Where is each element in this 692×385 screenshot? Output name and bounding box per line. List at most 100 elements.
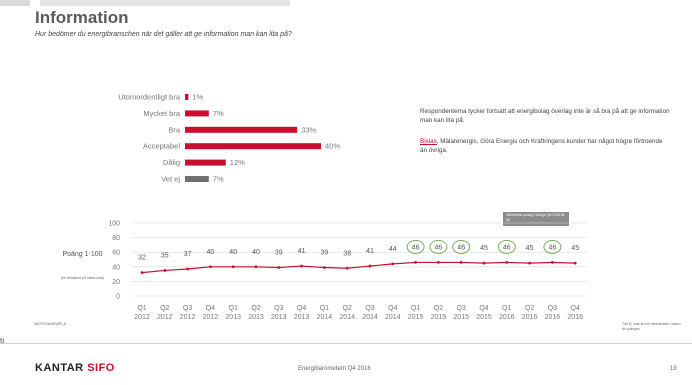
bar [185, 110, 209, 117]
data-label: 46 [412, 244, 420, 251]
x-tick-quarter: Q1 [411, 305, 420, 312]
side-tab-fragment: ti [0, 338, 5, 345]
bar-category-label: Dålig [163, 158, 180, 167]
x-tick-year: 2013 [225, 314, 241, 321]
bar-value-label: 40% [325, 142, 340, 151]
bar-category-label: Vet ej [161, 175, 180, 184]
data-label: 45 [480, 245, 488, 252]
data-label: 35 [161, 252, 169, 259]
score-line [141, 261, 576, 274]
y-tick-label: 80 [112, 235, 120, 242]
data-label: 39 [275, 250, 283, 257]
highlight-circle [452, 239, 471, 254]
x-tick-quarter: Q2 [160, 305, 169, 312]
data-label: 40 [207, 249, 215, 256]
data-point [209, 265, 212, 269]
x-tick-year: 2016 [545, 314, 561, 321]
footnote-left: MATRIX/ANSVAR_8 [34, 322, 66, 326]
data-point [254, 265, 258, 269]
data-point [459, 261, 463, 264]
x-tick-year: 2012 [157, 314, 173, 321]
bar [185, 126, 298, 133]
bar-value-label: 1% [192, 93, 203, 102]
bar [185, 176, 209, 182]
bar-value-label: 7% [213, 175, 224, 184]
data-label: 40 [252, 249, 260, 256]
x-tick-quarter: Q2 [525, 305, 534, 312]
data-point [231, 265, 235, 269]
bar-value-label: 33% [301, 125, 316, 134]
x-tick-year: 2014 [362, 314, 378, 321]
highlight-circle [429, 239, 448, 254]
x-tick-quarter: Q3 [548, 305, 557, 312]
data-point [391, 262, 395, 266]
bar [185, 159, 226, 166]
data-label: 46 [549, 244, 557, 251]
data-point [368, 264, 372, 268]
data-label: 37 [184, 251, 192, 258]
x-tick-year: 2015 [408, 314, 424, 321]
x-tick-year: 2014 [385, 314, 401, 321]
data-label: 45 [571, 245, 579, 252]
bar-category-label: Acceptabel [143, 142, 180, 151]
x-tick-year: 2014 [339, 314, 355, 321]
bar-category-label: Utomordentligt bra [118, 93, 181, 102]
bar-category-label: Mycket bra [143, 109, 181, 118]
line-chart-y-label: Poäng 1-100 [62, 251, 103, 258]
data-label: 44 [389, 246, 397, 253]
x-tick-year: 2012 [134, 314, 150, 321]
page-subtitle: Hur bedömer du energibranschen när det g… [35, 31, 292, 38]
x-tick-quarter: Q4 [571, 305, 580, 312]
data-label: 41 [366, 248, 374, 255]
y-tick-label: 60 [112, 250, 120, 257]
x-tick-quarter: Q3 [457, 305, 466, 312]
norway-comparison-callout: Jämförbar poäng i Norge Q3 2016 är 56 [503, 212, 569, 226]
x-tick-year: 2015 [431, 314, 447, 321]
data-point [505, 261, 509, 264]
line-chart-y-note: (se definition på nästa sida) [61, 276, 104, 280]
data-point [482, 261, 486, 265]
data-point [573, 261, 577, 265]
y-tick-label: 40 [112, 264, 120, 271]
data-label: 46 [503, 244, 511, 251]
bar-category-label: Bra [168, 125, 181, 134]
data-point [345, 266, 349, 270]
y-tick-label: 0 [116, 294, 120, 301]
highlight-circle [497, 239, 516, 254]
comment-paragraph-2: Bixias, Mälarenergis, Göra Energis och K… [420, 137, 670, 155]
highlight-circle [543, 239, 562, 254]
comment-text-1: Respondenterna tycker fortsatt att energ… [420, 108, 670, 125]
y-tick-label: 20 [112, 279, 120, 286]
data-point [186, 267, 190, 271]
brand-kantar: KANTAR [35, 362, 84, 374]
x-tick-year: 2016 [567, 314, 583, 321]
bar-value-label: 7% [213, 109, 224, 118]
footer-divider [0, 343, 692, 344]
x-tick-year: 2012 [180, 314, 196, 321]
x-tick-year: 2014 [317, 314, 333, 321]
background-strip [0, 0, 30, 6]
data-label: 39 [321, 250, 329, 257]
data-point [551, 261, 554, 264]
x-tick-quarter: Q1 [229, 305, 238, 312]
x-tick-year: 2012 [203, 314, 219, 321]
x-tick-quarter: Q3 [274, 305, 283, 312]
x-tick-year: 2013 [248, 314, 264, 321]
data-label: 46 [457, 244, 465, 251]
data-point [437, 261, 440, 264]
x-tick-year: 2015 [476, 314, 492, 321]
kantar-sifo-logo: KANTAR SIFO [35, 362, 115, 374]
comment-text-2: Bixias, Mälarenergis, Göra Energis och K… [420, 137, 670, 155]
x-tick-year: 2013 [294, 314, 310, 321]
data-point [277, 266, 281, 269]
comment-rest: , Mälarenergis, Göra Energis och Kraftri… [420, 138, 663, 155]
comment-paragraph-1: Respondenterna tycker fortsatt att energ… [420, 107, 670, 125]
bar [185, 94, 189, 100]
x-tick-quarter: Q3 [183, 305, 192, 312]
page-title: Information [35, 8, 129, 27]
x-tick-quarter: Q1 [320, 305, 329, 312]
footnote-right: "Vet ej" svar är inte medräknade i basen… [622, 322, 681, 331]
x-tick-quarter: Q3 [365, 305, 374, 312]
y-tick-label: 100 [108, 221, 120, 228]
